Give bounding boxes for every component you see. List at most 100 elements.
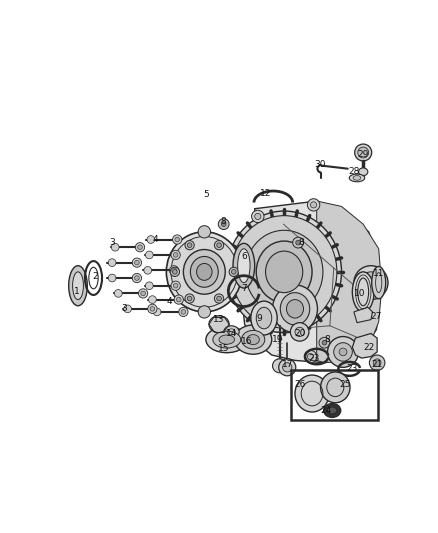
Ellipse shape [108, 259, 116, 266]
Text: 6: 6 [241, 252, 247, 261]
Text: 4: 4 [153, 235, 158, 244]
Ellipse shape [114, 289, 122, 297]
Circle shape [132, 273, 141, 282]
Ellipse shape [166, 232, 242, 312]
Ellipse shape [359, 168, 368, 175]
Circle shape [334, 343, 352, 361]
Circle shape [187, 243, 192, 247]
Text: 19: 19 [272, 335, 284, 344]
Ellipse shape [227, 211, 342, 333]
Text: 4: 4 [166, 297, 172, 305]
Text: 17: 17 [282, 360, 293, 369]
Text: 8: 8 [221, 217, 226, 227]
Ellipse shape [247, 335, 259, 345]
Ellipse shape [184, 249, 225, 294]
Circle shape [279, 359, 296, 376]
Polygon shape [242, 201, 380, 363]
Circle shape [173, 235, 182, 244]
Ellipse shape [353, 175, 361, 180]
Bar [291, 370, 378, 419]
Ellipse shape [209, 316, 229, 333]
Text: 28: 28 [348, 167, 360, 176]
Ellipse shape [213, 331, 241, 348]
Circle shape [179, 308, 188, 317]
Text: 3: 3 [109, 238, 115, 247]
Circle shape [229, 267, 238, 277]
Circle shape [198, 306, 211, 318]
Polygon shape [354, 308, 372, 322]
Text: 14: 14 [226, 329, 237, 338]
Circle shape [217, 296, 221, 301]
Text: 20: 20 [294, 329, 305, 338]
Text: 5: 5 [204, 190, 209, 199]
Circle shape [214, 240, 224, 250]
Circle shape [174, 295, 184, 304]
Ellipse shape [148, 296, 156, 303]
Text: 12: 12 [260, 189, 271, 198]
Circle shape [373, 359, 381, 367]
Circle shape [171, 251, 180, 260]
Ellipse shape [245, 230, 323, 313]
Ellipse shape [280, 293, 310, 325]
Ellipse shape [295, 375, 329, 412]
Ellipse shape [144, 266, 152, 274]
Text: 8: 8 [298, 238, 304, 247]
Circle shape [218, 219, 229, 230]
Circle shape [295, 327, 304, 336]
Ellipse shape [206, 327, 248, 353]
Ellipse shape [145, 251, 153, 259]
Ellipse shape [69, 265, 87, 306]
Circle shape [181, 310, 186, 314]
Circle shape [138, 245, 142, 249]
Text: 23: 23 [308, 353, 319, 362]
Text: 3: 3 [122, 304, 127, 313]
Circle shape [311, 202, 317, 208]
Circle shape [138, 289, 148, 298]
Circle shape [354, 265, 388, 300]
Ellipse shape [256, 308, 272, 329]
Circle shape [251, 210, 264, 223]
Circle shape [177, 297, 181, 302]
Ellipse shape [153, 308, 161, 316]
Ellipse shape [191, 256, 218, 287]
Circle shape [328, 336, 359, 367]
Circle shape [141, 291, 145, 296]
Ellipse shape [324, 403, 341, 417]
Text: 22: 22 [364, 343, 375, 352]
Ellipse shape [108, 274, 116, 282]
Text: 10: 10 [354, 289, 366, 298]
Ellipse shape [73, 272, 83, 300]
Ellipse shape [256, 241, 312, 303]
Circle shape [185, 294, 194, 303]
Circle shape [217, 243, 221, 247]
Circle shape [360, 272, 382, 294]
Circle shape [170, 267, 180, 277]
Ellipse shape [171, 237, 238, 308]
Circle shape [307, 353, 314, 360]
Text: 30: 30 [314, 159, 325, 168]
Ellipse shape [355, 144, 372, 161]
Ellipse shape [231, 216, 337, 328]
Ellipse shape [111, 244, 119, 251]
Text: 9: 9 [257, 313, 262, 322]
Ellipse shape [272, 285, 318, 333]
Circle shape [304, 350, 317, 363]
Circle shape [251, 334, 258, 341]
Text: 25: 25 [339, 380, 350, 389]
Ellipse shape [372, 266, 386, 299]
Ellipse shape [328, 407, 337, 414]
Ellipse shape [197, 263, 212, 280]
Circle shape [307, 199, 320, 211]
Ellipse shape [238, 249, 250, 282]
Circle shape [173, 253, 178, 257]
Ellipse shape [349, 174, 365, 182]
Text: 29: 29 [357, 150, 369, 159]
Ellipse shape [145, 282, 153, 289]
Circle shape [150, 306, 155, 311]
Polygon shape [352, 334, 377, 358]
Text: 23: 23 [346, 365, 358, 374]
Ellipse shape [219, 335, 235, 344]
Ellipse shape [358, 147, 369, 158]
Ellipse shape [265, 251, 303, 293]
Circle shape [175, 237, 180, 242]
